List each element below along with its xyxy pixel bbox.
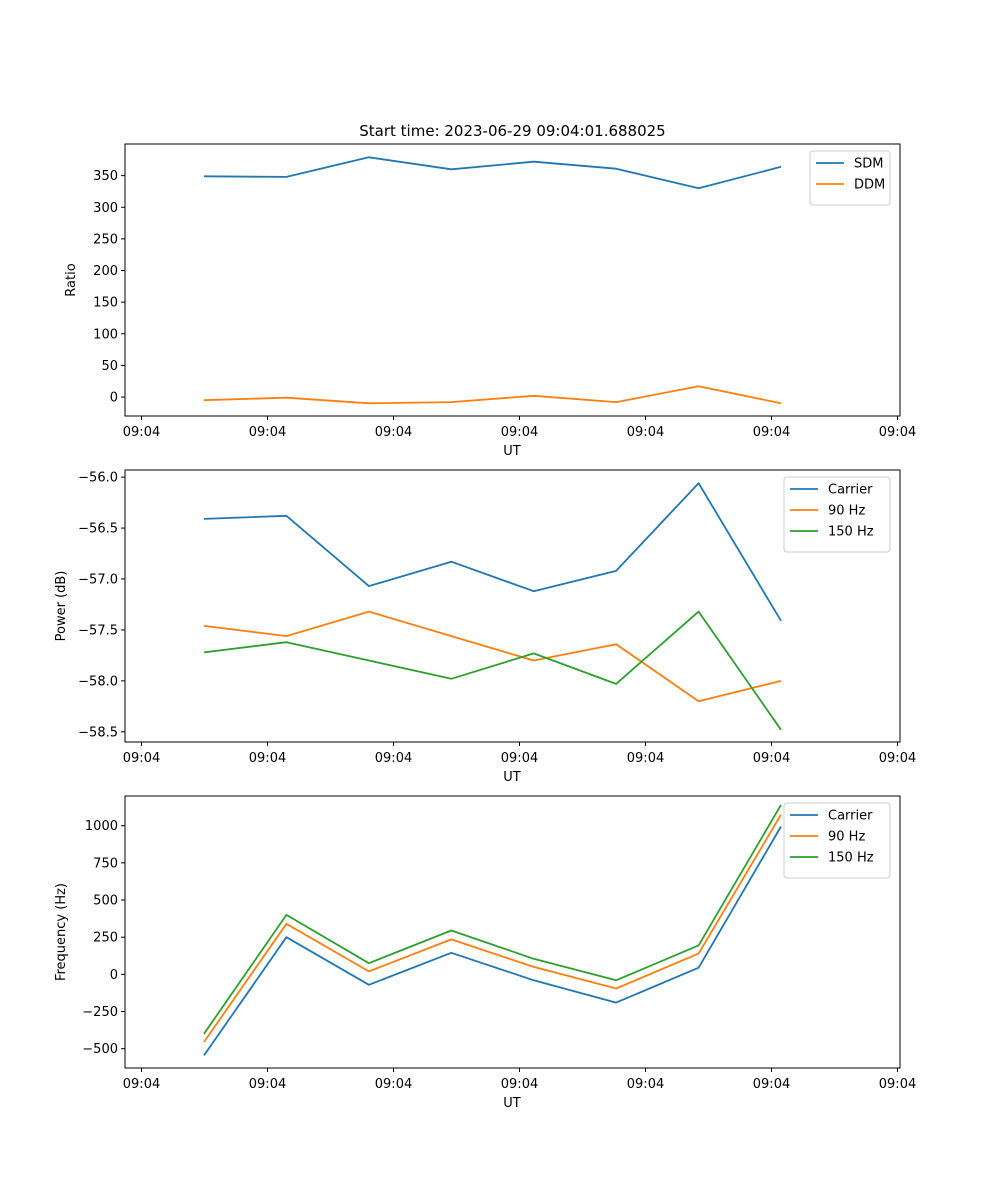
y-tick-label: 300 — [93, 201, 118, 216]
power-panel: −56.0 −56.5 −57.0 −57.5 −58.0 −58.5 09:04 09:04… — [54, 469, 916, 785]
frequency-panel: −500 −250 0 250 500 750 1000 09:04 09:04 09:04 09:… — [54, 795, 916, 1111]
x-tick-label: 09:04 — [375, 751, 412, 766]
y-tick-label: 250 — [93, 931, 118, 946]
series-line-carrier — [203, 482, 782, 622]
y-tick-label: 150 — [93, 296, 118, 311]
x-tick-label: 09:04 — [627, 425, 664, 440]
x-tick-label: 09:04 — [879, 425, 916, 440]
x-tick-label: 09:04 — [501, 1077, 538, 1092]
ratio-panel: 0 50 100 150 200 250 300 350 09:04 09:04 09:04 09:0… — [64, 143, 916, 459]
y-tick-label: −56.5 — [78, 522, 118, 537]
axes-frame — [124, 469, 901, 743]
series-line-150-hz — [203, 610, 782, 731]
x-tick-label: 09:04 — [123, 751, 160, 766]
x-axis-label: UT — [503, 444, 521, 459]
legend-frame — [809, 150, 891, 206]
legend: Carrier 90 Hz 150 Hz — [783, 802, 891, 879]
series-line-90-hz — [203, 814, 782, 1043]
legend-label: SDM — [854, 157, 883, 172]
x-tick-label: 09:04 — [123, 425, 160, 440]
x-tick-label: 09:04 — [753, 751, 790, 766]
x-axis-label: UT — [503, 770, 521, 785]
x-tick-label: 09:04 — [879, 751, 916, 766]
y-tick-label: 0 — [110, 968, 118, 983]
legend-frame — [783, 476, 891, 553]
axes-frame — [124, 795, 901, 1069]
x-tick-label: 09:04 — [249, 1077, 286, 1092]
series-line-carrier — [203, 826, 782, 1056]
x-tick-label: 09:04 — [123, 1077, 160, 1092]
x-tick-label: 09:04 — [627, 751, 664, 766]
x-tick-label: 09:04 — [375, 1077, 412, 1092]
y-tick-label: −58.5 — [78, 725, 118, 740]
x-tick-label: 09:04 — [753, 1077, 790, 1092]
y-tick-label: 0 — [110, 391, 118, 406]
legend-label: Carrier — [828, 809, 873, 824]
x-tick-label: 09:04 — [249, 425, 286, 440]
y-tick-label: 500 — [93, 894, 118, 909]
series-line-150-hz — [203, 804, 782, 1035]
y-tick-label: −58.0 — [78, 674, 118, 689]
legend: SDM DDM — [809, 150, 891, 206]
y-tick-label: −250 — [82, 1005, 118, 1020]
legend-label: 150 Hz — [828, 851, 874, 866]
series-line-90-hz — [203, 610, 782, 703]
y-tick-label: 50 — [101, 359, 118, 374]
y-tick-label: −500 — [82, 1042, 118, 1057]
y-tick-label: −57.0 — [78, 573, 118, 588]
x-tick-label: 09:04 — [501, 751, 538, 766]
legend-label: DDM — [854, 178, 885, 193]
chart-title: Start time: 2023-06-29 09:04:01.688025 — [359, 122, 665, 140]
legend: Carrier 90 Hz 150 Hz — [783, 476, 891, 553]
y-tick-label: 750 — [93, 856, 118, 871]
y-tick-label: 100 — [93, 327, 118, 342]
x-tick-label: 09:04 — [879, 1077, 916, 1092]
series-line-sdm — [203, 156, 782, 190]
x-tick-label: 09:04 — [501, 425, 538, 440]
legend-label: 90 Hz — [828, 830, 865, 845]
series-line-ddm — [203, 385, 782, 405]
y-tick-label: 200 — [93, 264, 118, 279]
x-tick-label: 09:04 — [375, 425, 412, 440]
legend-label: 150 Hz — [828, 525, 874, 540]
y-tick-label: −56.0 — [78, 471, 118, 486]
y-tick-label: 250 — [93, 232, 118, 247]
y-axis-label: Frequency (Hz) — [54, 883, 69, 981]
legend-frame — [783, 802, 891, 879]
y-axis-label: Ratio — [64, 263, 79, 296]
x-tick-label: 09:04 — [627, 1077, 664, 1092]
y-axis-label: Power (dB) — [54, 571, 69, 642]
legend-label: Carrier — [828, 483, 873, 498]
y-tick-label: 1000 — [85, 819, 118, 834]
y-tick-label: 350 — [93, 169, 118, 184]
y-tick-label: −57.5 — [78, 623, 118, 638]
x-axis-label: UT — [503, 1096, 521, 1111]
legend-label: 90 Hz — [828, 504, 865, 519]
x-tick-label: 09:04 — [249, 751, 286, 766]
axes-frame — [124, 143, 901, 417]
x-tick-label: 09:04 — [753, 425, 790, 440]
